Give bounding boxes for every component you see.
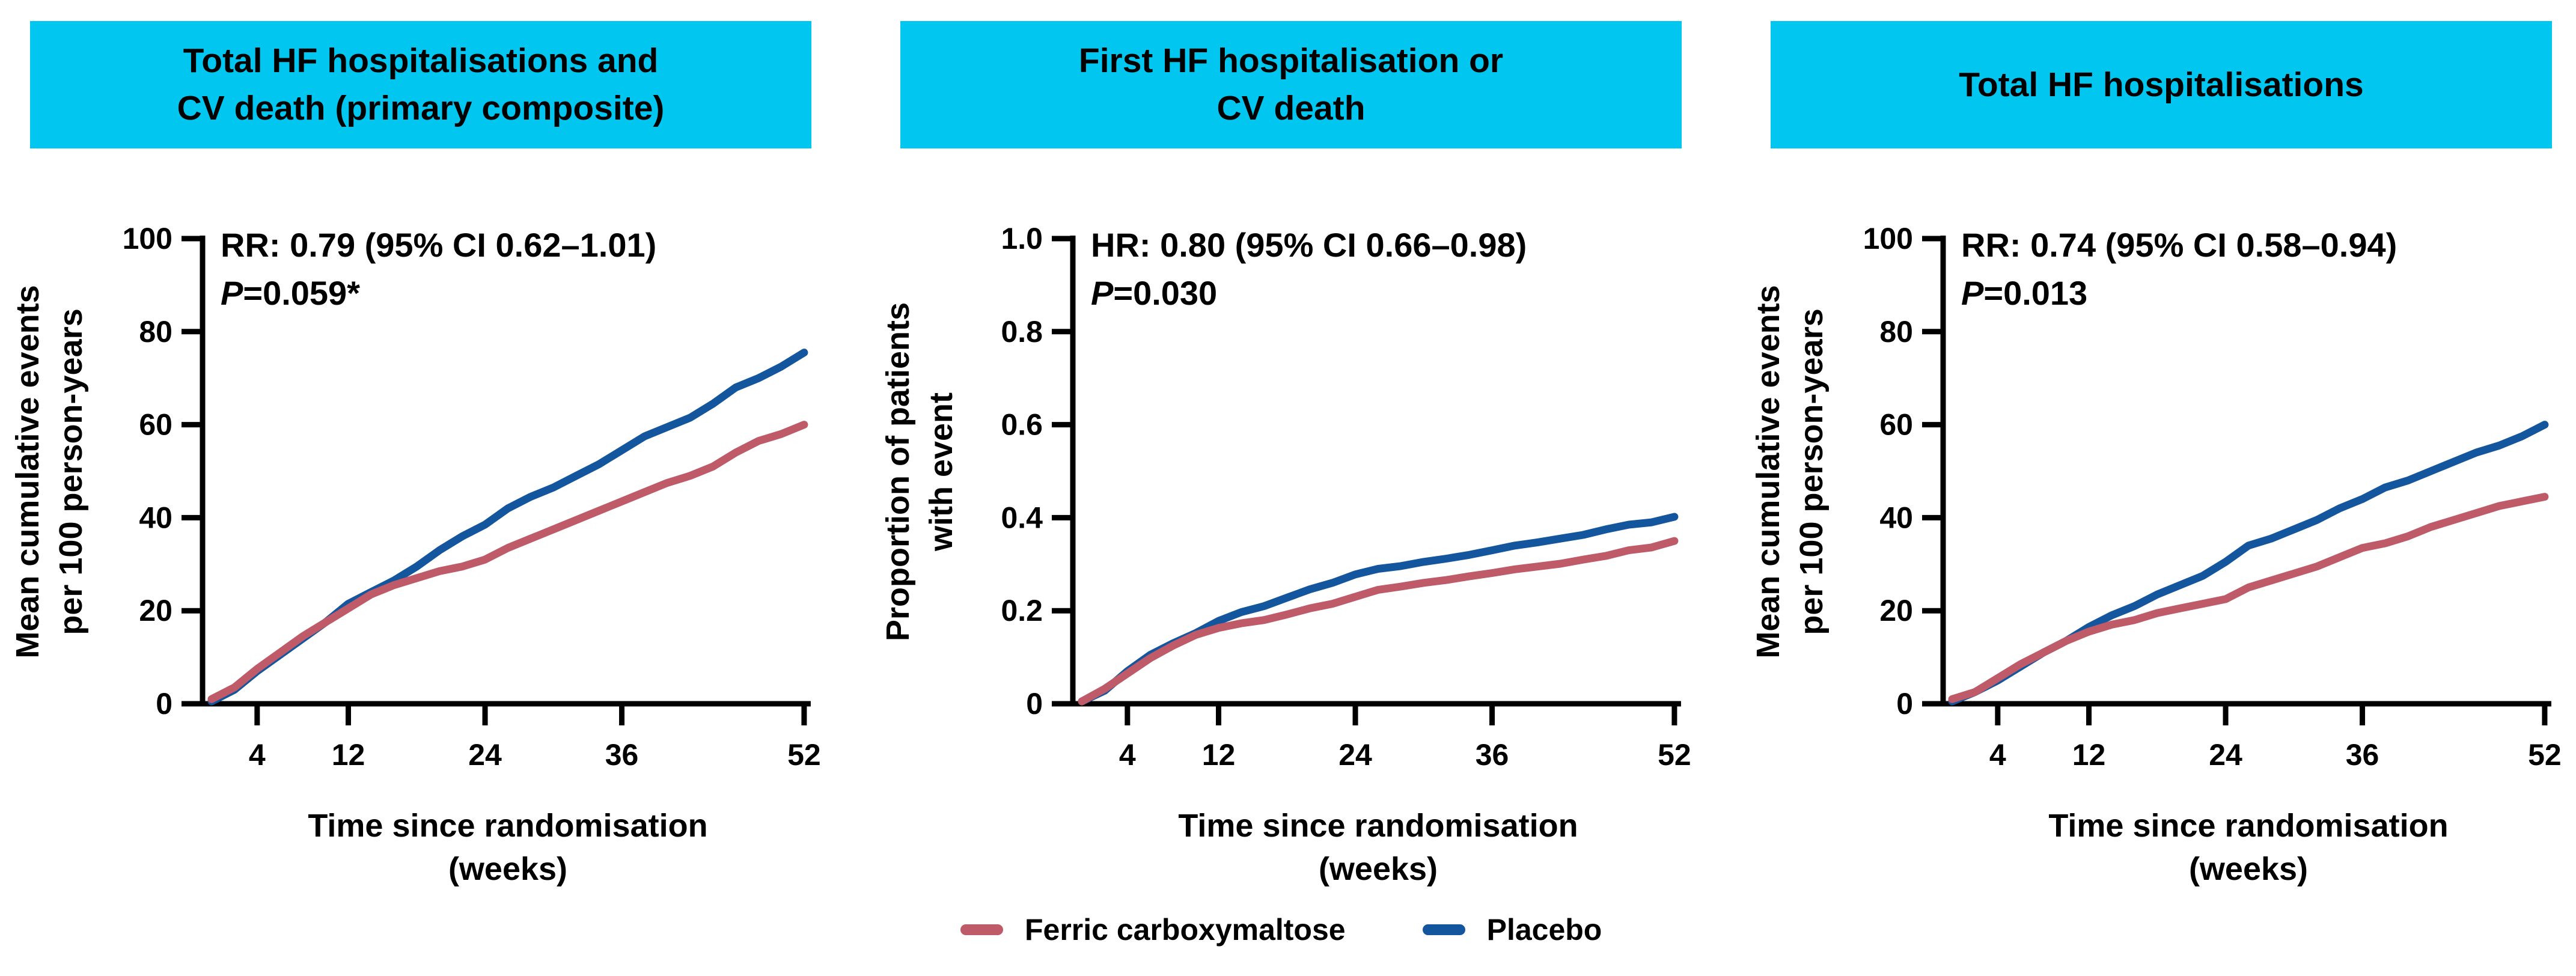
- panel-title-line: CV death (primary composite): [177, 89, 665, 127]
- x-tick-label: 4: [1119, 738, 1136, 772]
- effect-estimate-text: RR: 0.74 (95% CI 0.58–0.94): [1961, 226, 2397, 264]
- p-value-text: P=0.059*: [221, 274, 360, 312]
- y-tick-label: 0.2: [1001, 594, 1043, 627]
- x-tick-label: 12: [332, 738, 365, 772]
- y-axis-title-line: per 100 person-years: [1793, 308, 1830, 635]
- x-tick-label: 52: [1658, 738, 1691, 772]
- y-tick-label: 40: [1879, 501, 1913, 534]
- series-line-ferric-carboxymaltose: [1948, 493, 2549, 703]
- y-tick-label: 60: [139, 408, 172, 442]
- y-tick-label: 80: [1879, 315, 1913, 349]
- y-tick-label: 0.8: [1001, 315, 1043, 349]
- effect-estimate-text: RR: 0.79 (95% CI 0.62–1.01): [221, 226, 656, 264]
- p-value-text: P=0.030: [1091, 274, 1217, 312]
- x-axis-title-line: (weeks): [448, 851, 567, 887]
- x-axis-title-line: (weeks): [1319, 851, 1438, 887]
- panel-first-hf-or-cv-death: First HF hospitalisation or CV death 0 0.…: [870, 0, 1730, 976]
- series-line-placebo: [207, 349, 808, 706]
- x-tick-label: 24: [2209, 738, 2242, 772]
- panel-title-line: Total HF hospitalisations and: [183, 41, 659, 80]
- p-value: =0.059*: [243, 274, 360, 312]
- y-tick-label: 20: [1879, 594, 1913, 627]
- legend: Ferric carboxymaltose Placebo: [960, 912, 1602, 947]
- y-tick-label: 20: [139, 594, 172, 627]
- x-tick-label: 36: [2346, 738, 2379, 772]
- panel-total-hf-hospitalisations: Total HF hospitalisations 0 20 40 60 80 100 4 1…: [1741, 0, 2576, 976]
- panel-title-line: Total HF hospitalisations: [1959, 65, 2364, 104]
- ferric-carboxymaltose-line-swatch-icon: [960, 924, 1003, 935]
- p-value: =0.030: [1113, 274, 1217, 312]
- panel-title-banner: Total HF hospitalisations and CV death (…: [30, 21, 811, 148]
- series-line-ferric-carboxymaltose: [1078, 537, 1679, 706]
- effect-estimate-text: HR: 0.80 (95% CI 0.66–0.98): [1091, 226, 1527, 264]
- p-label: P: [1961, 274, 1984, 312]
- y-tick-label: 100: [123, 222, 172, 255]
- series-line-placebo: [1078, 513, 1679, 706]
- y-tick-label: 80: [139, 315, 172, 349]
- y-axis-title-line: Mean cumulative events: [10, 285, 46, 658]
- x-axis-title-line: (weeks): [2189, 851, 2308, 887]
- y-tick-label: 0.6: [1001, 408, 1043, 442]
- x-tick-label: 24: [468, 738, 502, 772]
- panel-title-banner: Total HF hospitalisations: [1771, 21, 2552, 148]
- y-tick-label: 0.4: [1001, 501, 1043, 534]
- y-axis-title-line: Mean cumulative events: [1750, 285, 1786, 658]
- y-tick-label: 0: [156, 687, 172, 721]
- y-tick-label: 100: [1863, 222, 1913, 255]
- legend-item-ferric-carboxymaltose: Ferric carboxymaltose: [960, 912, 1346, 947]
- x-tick-label: 52: [2528, 738, 2562, 772]
- legend-item-placebo: Placebo: [1422, 912, 1602, 947]
- p-value-text: P=0.013: [1961, 274, 2087, 312]
- x-tick-label: 36: [605, 738, 639, 772]
- x-axis-title-line: Time since randomisation: [308, 808, 707, 844]
- y-tick-label: 0: [1026, 687, 1043, 721]
- panel-title-banner: First HF hospitalisation or CV death: [900, 21, 1682, 148]
- y-axis-title-line: per 100 person-years: [53, 308, 89, 635]
- chart-first-hf-or-cv-death: 0 0.2 0.4 0.6 0.8 1.0 4 12 24 36 52 HR: 0.80 (95% C…: [880, 222, 1691, 887]
- placebo-line-swatch-icon: [1422, 924, 1465, 935]
- series-line-ferric-carboxymaltose: [207, 421, 808, 703]
- x-tick-label: 4: [1989, 738, 2006, 772]
- p-label: P: [221, 274, 243, 312]
- y-tick-label: 0: [1896, 687, 1913, 721]
- x-tick-label: 12: [1202, 738, 1236, 772]
- y-tick-label: 40: [139, 501, 172, 534]
- x-tick-label: 36: [1476, 738, 1509, 772]
- legend-label: Placebo: [1486, 913, 1602, 947]
- p-value: =0.013: [1983, 274, 2087, 312]
- panel-primary-composite: Total HF hospitalisations and CV death (…: [0, 0, 859, 976]
- chart-primary-composite: 0 20 40 60 80 100 4 12 24 36 52 RR: 0.79 (95% CI 0.…: [10, 222, 821, 887]
- panel-title-line: CV death: [1216, 89, 1366, 127]
- x-tick-label: 24: [1338, 738, 1372, 772]
- x-tick-label: 4: [249, 738, 266, 772]
- y-tick-label: 60: [1879, 408, 1913, 442]
- chart-total-hf-hospitalisations: 0 20 40 60 80 100 4 12 24 36 52 RR: 0.74 (95% CI 0.…: [1750, 222, 2562, 887]
- y-axis-title-line: Proportion of patients: [880, 302, 916, 641]
- x-tick-label: 12: [2072, 738, 2106, 772]
- x-axis-title-line: Time since randomisation: [1178, 808, 1578, 844]
- y-tick-label: 1.0: [1001, 222, 1043, 255]
- legend-label: Ferric carboxymaltose: [1025, 913, 1346, 947]
- panel-title-line: First HF hospitalisation or: [1078, 41, 1504, 80]
- p-label: P: [1091, 274, 1114, 312]
- series-line-placebo: [1948, 421, 2549, 706]
- x-axis-title-line: Time since randomisation: [2048, 808, 2448, 844]
- x-tick-label: 52: [787, 738, 821, 772]
- y-axis-title-line: with event: [923, 392, 959, 552]
